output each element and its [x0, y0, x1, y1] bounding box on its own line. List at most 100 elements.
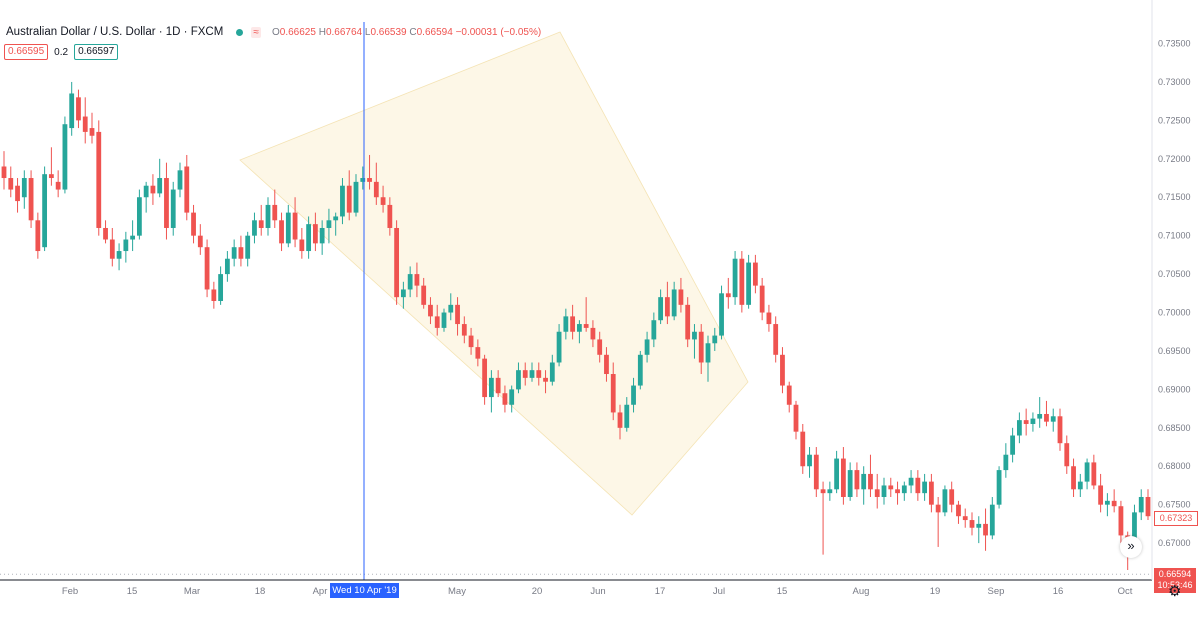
candle-body[interactable] [861, 473, 867, 490]
candle-body[interactable] [1071, 466, 1076, 490]
candle-body[interactable] [238, 247, 244, 259]
candle-body[interactable] [231, 247, 237, 259]
candle-body[interactable] [928, 481, 934, 505]
candle-body[interactable] [881, 485, 887, 497]
candle-body[interactable] [1138, 496, 1144, 513]
candle-body[interactable] [414, 274, 420, 286]
candle-body[interactable] [455, 304, 460, 325]
candle-body[interactable] [807, 454, 812, 467]
double-chevron-right-icon[interactable]: » [1120, 536, 1142, 558]
gear-icon[interactable]: ⚙ [1168, 583, 1182, 600]
candle-body[interactable] [549, 362, 555, 382]
candle-body[interactable] [1084, 462, 1090, 482]
candle-body[interactable] [536, 370, 542, 378]
candle-body[interactable] [441, 312, 447, 328]
candle-body[interactable] [563, 316, 569, 332]
candle-body[interactable] [333, 216, 339, 221]
candle-body[interactable] [935, 504, 941, 513]
candle-body[interactable] [996, 470, 1002, 505]
candle-body[interactable] [82, 116, 88, 132]
candle-body[interactable] [292, 212, 298, 240]
candle-body[interactable] [367, 178, 372, 182]
candle-body[interactable] [1023, 420, 1029, 424]
candle-body[interactable] [428, 304, 433, 317]
candle-body[interactable] [42, 174, 48, 248]
candle-body[interactable] [651, 320, 657, 340]
candle-body[interactable] [840, 458, 846, 497]
candle-body[interactable] [1104, 500, 1110, 505]
candle-body[interactable] [556, 331, 562, 363]
candle-body[interactable] [739, 258, 745, 305]
candle-body[interactable] [915, 477, 921, 494]
candle-body[interactable] [624, 404, 630, 428]
symbol-title[interactable]: Australian Dollar / U.S. Dollar · 1D · F… [6, 26, 224, 38]
candle-body[interactable] [387, 204, 393, 228]
candle-body[interactable] [218, 274, 224, 301]
candle-body[interactable] [448, 304, 454, 313]
price-axis[interactable]: 0.73500 0.73000 0.72500 0.72000 0.71500 0.710… [1158, 39, 1191, 549]
candle-body[interactable] [312, 224, 318, 244]
candle-body[interactable] [136, 197, 142, 236]
candle-body[interactable] [786, 385, 792, 405]
candle-body[interactable] [1145, 496, 1151, 517]
candle-body[interactable] [482, 358, 488, 398]
candle-body[interactable] [834, 458, 840, 490]
candle-body[interactable] [644, 339, 650, 355]
candle-body[interactable] [1091, 462, 1097, 486]
candle-body[interactable] [1010, 435, 1016, 455]
candle-body[interactable] [678, 289, 684, 305]
candle-body[interactable] [279, 220, 284, 244]
candle-body[interactable] [224, 258, 230, 275]
candle-body[interactable] [725, 293, 731, 298]
candle-body[interactable] [353, 181, 359, 213]
candle-body[interactable] [1016, 420, 1022, 436]
candle-body[interactable] [1077, 481, 1083, 490]
candle-body[interactable] [962, 516, 968, 521]
candle-body[interactable] [495, 377, 501, 394]
downtrend-channel[interactable] [239, 31, 749, 516]
candle-body[interactable] [103, 227, 108, 240]
candle-body[interactable] [604, 354, 609, 375]
candle-body[interactable] [475, 347, 481, 359]
candle-body[interactable] [698, 331, 704, 363]
candle-body[interactable] [272, 204, 278, 221]
candle-body[interactable] [908, 477, 914, 486]
candle-body[interactable] [211, 289, 217, 301]
candle-body[interactable] [976, 523, 982, 528]
candle-body[interactable] [69, 93, 75, 129]
candle-body[interactable] [461, 324, 467, 336]
candle-body[interactable] [319, 227, 325, 244]
candle-body[interactable] [184, 166, 190, 213]
candle-body[interactable] [502, 393, 508, 405]
candle-body[interactable] [895, 489, 900, 494]
candle-body[interactable] [922, 481, 928, 494]
candle-body[interactable] [685, 304, 691, 340]
candle-body[interactable] [177, 170, 183, 190]
candle-body[interactable] [394, 227, 400, 298]
candle-body[interactable] [265, 204, 271, 228]
candle-body[interactable] [400, 289, 406, 298]
candle-body[interactable] [1111, 500, 1117, 507]
candle-body[interactable] [800, 431, 806, 467]
time-axis[interactable]: Feb 15 Mar 18 Apr May 20 Jun 17 Jul 15 Aug 19 Sep 16 Oc… [62, 586, 1133, 597]
candle-body[interactable] [35, 220, 41, 252]
candle-body[interactable] [407, 274, 413, 290]
candle-body[interactable] [942, 489, 948, 513]
candle-body[interactable] [252, 220, 257, 236]
candle-body[interactable] [373, 181, 379, 198]
candle-body[interactable] [197, 235, 203, 248]
candle-body[interactable] [766, 312, 772, 325]
candle-body[interactable] [1098, 485, 1104, 505]
candle-body[interactable] [1057, 416, 1063, 444]
candle-body[interactable] [360, 178, 366, 182]
candle-body[interactable] [969, 520, 975, 528]
candle-body[interactable] [191, 212, 196, 236]
candle-body[interactable] [55, 181, 61, 190]
candle-body[interactable] [116, 251, 122, 259]
candle-body[interactable] [1064, 443, 1070, 467]
candle-body[interactable] [306, 224, 312, 252]
candle-body[interactable] [516, 370, 521, 390]
candle-body[interactable] [732, 258, 738, 298]
candle-body[interactable] [868, 473, 873, 490]
